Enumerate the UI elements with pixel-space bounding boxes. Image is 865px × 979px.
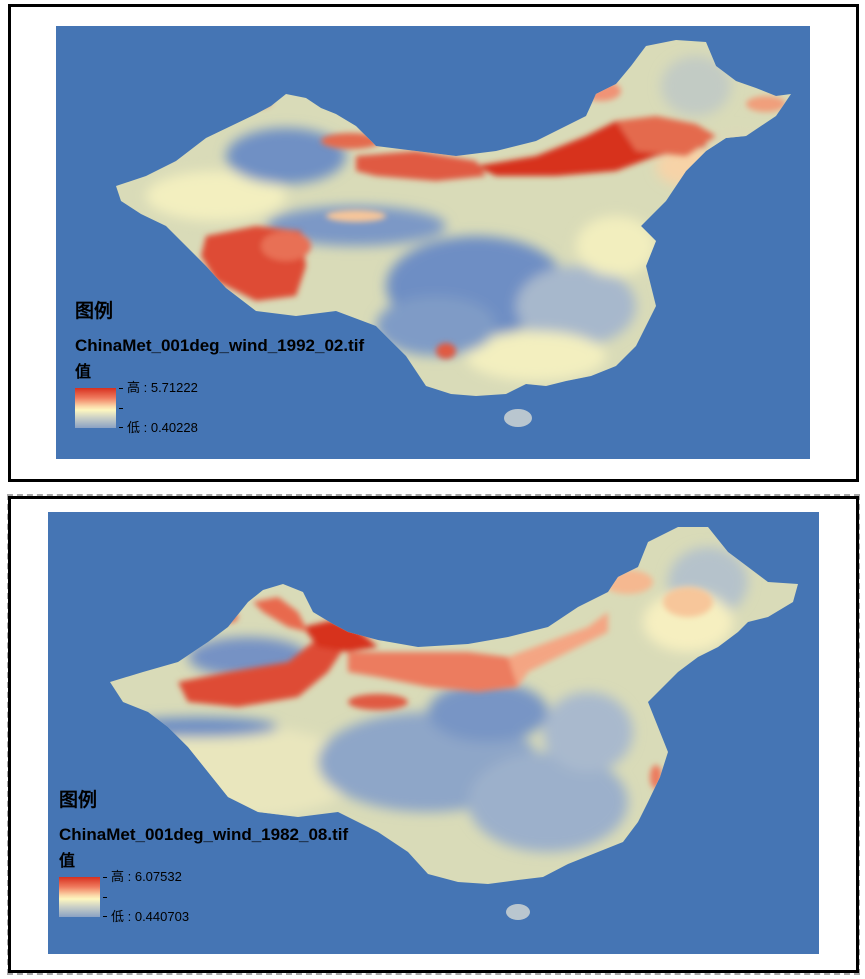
legend-layer-name: ChinaMet_001deg_wind_1992_02.tif bbox=[75, 336, 365, 355]
legend-color-ramp-group: 高 : 6.07532 低 : 0.440703 bbox=[59, 869, 348, 924]
map-data-frame-1992-02[interactable]: 图例 ChinaMet_001deg_wind_1992_02.tif 值 高 … bbox=[56, 26, 810, 459]
legend-layer-name: ChinaMet_001deg_wind_1982_08.tif bbox=[59, 825, 349, 844]
legend-low-label: 低 : 0.440703 bbox=[111, 909, 190, 924]
hainan-island bbox=[504, 409, 532, 427]
ramp-tick-high bbox=[103, 877, 107, 878]
color-ramp-swatch bbox=[75, 388, 116, 428]
map-legend-1992-02: 图例 ChinaMet_001deg_wind_1992_02.tif 值 高 … bbox=[75, 300, 365, 435]
ramp-tick-mid bbox=[103, 897, 107, 898]
legend-title: 图例 bbox=[59, 789, 98, 811]
legend-high-label: 高 : 6.07532 bbox=[111, 869, 182, 884]
color-ramp-swatch bbox=[59, 877, 100, 917]
legend-field-name: 值 bbox=[59, 851, 76, 870]
map-legend-1982-08: 图例 ChinaMet_001deg_wind_1982_08.tif 值 高 … bbox=[59, 789, 349, 924]
legend-high-label: 高 : 5.71222 bbox=[127, 380, 198, 395]
legend-low-label: 低 : 0.40228 bbox=[127, 420, 198, 435]
ramp-tick-low bbox=[119, 427, 123, 428]
legend-title: 图例 bbox=[75, 300, 114, 322]
ramp-tick-high bbox=[119, 388, 123, 389]
ramp-tick-mid bbox=[119, 408, 123, 409]
legend-color-ramp-group: 高 : 5.71222 低 : 0.40228 bbox=[75, 380, 364, 435]
ramp-tick-low bbox=[103, 916, 107, 917]
map-data-frame-1982-08[interactable]: 图例 ChinaMet_001deg_wind_1982_08.tif 值 高 … bbox=[48, 512, 819, 954]
legend-field-name: 值 bbox=[75, 362, 92, 381]
china-wind-raster-1982-08 bbox=[110, 527, 798, 920]
china-wind-raster-1992-02 bbox=[116, 40, 791, 427]
hainan-island bbox=[506, 904, 530, 920]
